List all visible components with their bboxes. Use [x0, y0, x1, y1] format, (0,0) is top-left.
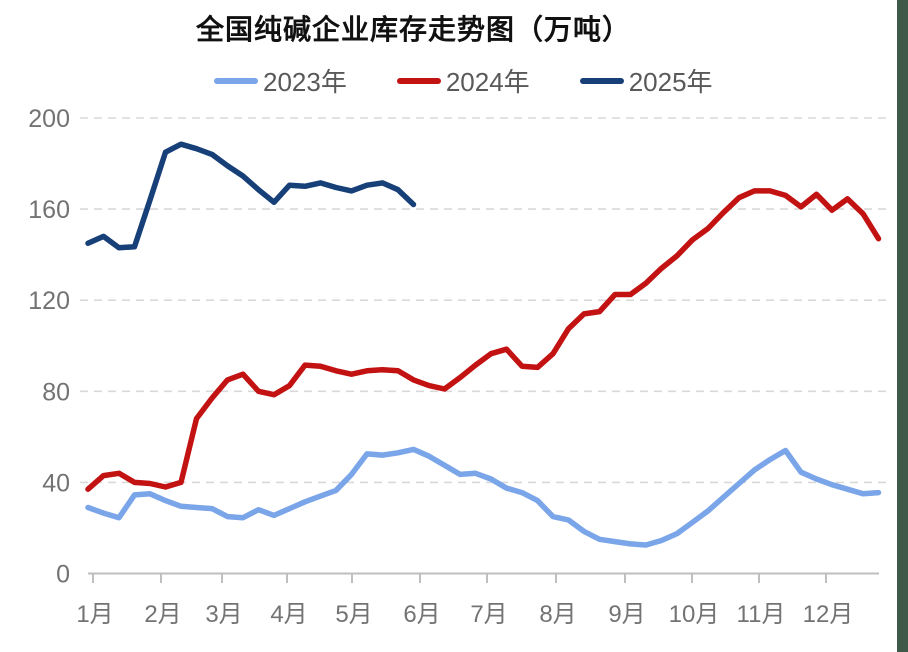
x-axis-label: 12月 [803, 601, 854, 628]
x-axis-label: 4月 [270, 601, 307, 628]
x-axis-label: 11月 [737, 601, 786, 628]
legend-item-2023: 2023年 [214, 62, 347, 99]
x-axis-label: 1月 [76, 601, 113, 628]
legend-item-2024: 2024年 [396, 62, 530, 99]
y-axis-label: 120 [28, 287, 70, 315]
x-axis-label: 2月 [144, 601, 181, 628]
x-axis-label: 5月 [335, 601, 372, 628]
y-axis-label: 160 [28, 196, 70, 224]
y-axis-label: 80 [42, 378, 70, 406]
x-axis-label: 9月 [608, 601, 645, 628]
chart-title: 全国纯碱企业库存走势图（万吨） [196, 14, 632, 45]
legend-swatch-2025 [579, 77, 624, 84]
y-axis-label: 200 [28, 105, 70, 133]
y-axis-label: 0 [56, 561, 70, 589]
legend-label-2024: 2024年 [445, 67, 530, 97]
legend-swatch-2024 [396, 77, 441, 84]
series-line-2023年 [85, 446, 882, 548]
legend-label-2025: 2025年 [628, 67, 713, 97]
x-axis-label: 6月 [403, 601, 440, 628]
x-axis-label: 7月 [470, 601, 507, 628]
right-edge-strip [897, 0, 908, 652]
x-axis-label: 10月 [669, 601, 720, 628]
legend-label-2023: 2023年 [263, 67, 347, 97]
legend-swatch-2023 [214, 77, 258, 84]
y-axis-label: 40 [42, 469, 70, 497]
x-axis-label: 3月 [205, 601, 242, 628]
series-line-2025年 [85, 141, 417, 251]
x-axis-label: 8月 [539, 601, 576, 628]
legend: 2023年 2024年 2025年 [214, 62, 713, 99]
legend-item-2025: 2025年 [579, 62, 713, 99]
series-line-2024年 [85, 188, 882, 492]
